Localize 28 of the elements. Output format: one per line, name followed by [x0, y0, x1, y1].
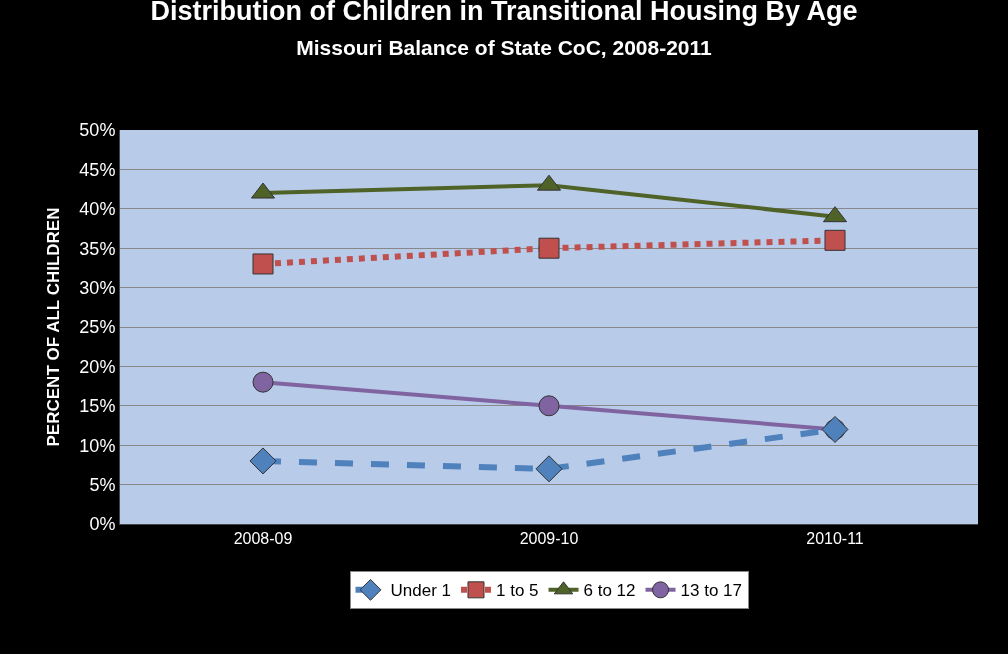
y-tick-label: 30% — [79, 277, 116, 298]
legend-label: 6 to 12 — [583, 581, 636, 601]
x-tick-label: 2009-10 — [519, 530, 579, 548]
y-tick-label: 0% — [89, 514, 116, 535]
chart-subtitle: Missouri Balance of State CoC, 2008-2011 — [296, 35, 713, 59]
y-axis-title: PERCENT OF ALL CHILDREN — [43, 207, 63, 447]
point — [538, 395, 560, 417]
x-tick-label: 2008-09 — [233, 530, 293, 548]
point — [824, 229, 846, 251]
y-tick-label: 35% — [79, 238, 116, 259]
y-tick-label: 25% — [79, 317, 116, 338]
point — [252, 371, 274, 393]
point — [535, 455, 563, 483]
point — [252, 253, 274, 275]
legend-label: Under 1 — [390, 581, 451, 601]
legend-label: 13 to 17 — [680, 581, 742, 601]
point — [249, 447, 277, 475]
y-tick-label: 45% — [79, 159, 116, 180]
y-tick-label: 40% — [79, 199, 116, 220]
x-tick-label: 2010-11 — [806, 530, 864, 548]
y-tick-label: 50% — [79, 120, 116, 141]
y-tick-label: 10% — [79, 435, 116, 456]
y-tick-label: 20% — [79, 356, 116, 377]
point — [538, 237, 560, 259]
y-tick-label: 15% — [79, 396, 116, 417]
chart-title: Distribution of Children in Transitional Housing By Age — [150, 0, 858, 26]
y-tick-label: 5% — [89, 474, 116, 495]
legend-label: 1 to 5 — [495, 581, 539, 601]
